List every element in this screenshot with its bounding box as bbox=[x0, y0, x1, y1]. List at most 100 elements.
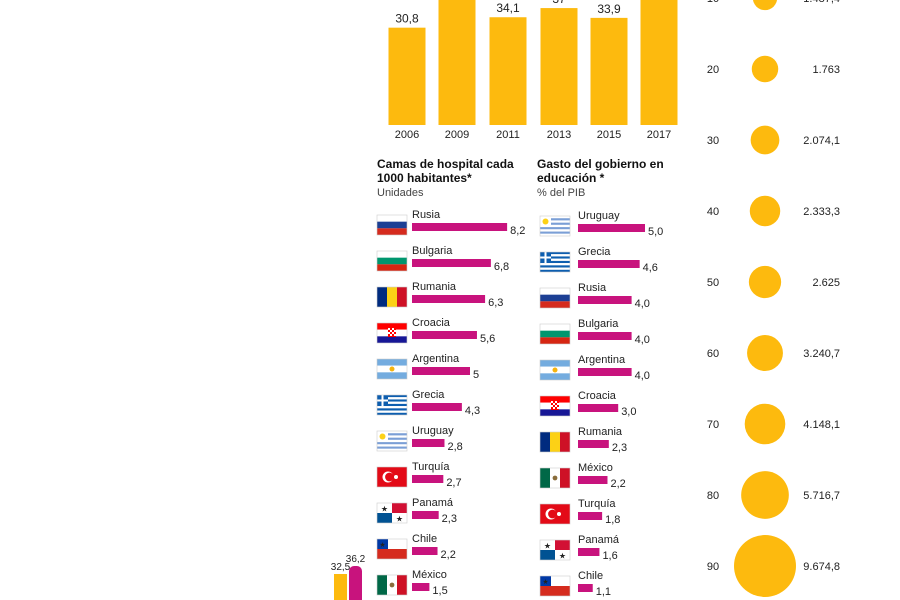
beds-value-label: 1,5 bbox=[432, 585, 447, 597]
edu-value-label: 5,0 bbox=[648, 226, 663, 238]
top-bar-2009 bbox=[438, 0, 476, 125]
top-bar-2017 bbox=[640, 0, 678, 125]
panama-star-icon: ★ bbox=[559, 552, 566, 561]
beds-country-label: Grecia bbox=[412, 389, 445, 401]
beds-bar-argentina bbox=[412, 367, 470, 375]
edu-title-line-2: educación * bbox=[537, 171, 605, 185]
top-bar-value-label: 33,9 bbox=[597, 2, 621, 16]
mini-bar-value-label: 32,5 bbox=[331, 562, 351, 573]
panama-star-icon: ★ bbox=[381, 505, 388, 514]
education-spending-chart: Gasto del gobierno en educación * % del … bbox=[537, 157, 664, 598]
bulgaria-flag-icon bbox=[376, 250, 408, 272]
bubble bbox=[749, 195, 781, 227]
edu-country-label: México bbox=[578, 462, 613, 474]
edu-country-label: Croacia bbox=[578, 390, 617, 402]
bubble-category-label: 90 bbox=[707, 561, 719, 573]
edu-bar-greece bbox=[578, 260, 640, 268]
edu-value-label: 2,2 bbox=[610, 478, 625, 490]
bubble-category-label: 40 bbox=[707, 206, 719, 218]
beds-title-line-1: Camas de hospital cada bbox=[377, 157, 514, 171]
edu-bar-mexico bbox=[578, 476, 608, 484]
beds-bar-turkey bbox=[412, 475, 444, 483]
beds-country-label: Argentina bbox=[412, 353, 460, 365]
beds-value-label: 5,6 bbox=[480, 333, 495, 345]
beds-bar-romania bbox=[412, 295, 486, 303]
top-bar-2006 bbox=[388, 27, 426, 126]
top-bar-value-label: 37 bbox=[552, 0, 566, 6]
beds-value-label: 2,2 bbox=[441, 549, 456, 561]
edu-country-label: Bulgaria bbox=[578, 318, 619, 330]
top-year-tick-label: 2011 bbox=[496, 129, 520, 141]
beds-country-label: Rusia bbox=[412, 209, 441, 221]
edu-bar-russia bbox=[578, 296, 632, 304]
bubble-category-label: 60 bbox=[707, 348, 719, 360]
edu-bar-bulgaria bbox=[578, 332, 632, 340]
beds-bar-croatia bbox=[412, 331, 477, 339]
croatia-flag-icon bbox=[376, 322, 408, 344]
argentina-flag-icon bbox=[376, 358, 408, 380]
beds-country-label: Turquía bbox=[412, 461, 450, 473]
mini-bar-chart: 32,536,2 bbox=[331, 554, 366, 600]
bubble-category-label: 70 bbox=[707, 419, 719, 431]
bubble-value-label: 2.333,3 bbox=[803, 206, 840, 218]
top-year-tick-label: 2009 bbox=[445, 129, 469, 141]
top-year-tick-label: 2006 bbox=[395, 129, 419, 141]
beds-country-label: Rumania bbox=[412, 281, 457, 293]
edu-bar-argentina bbox=[578, 368, 632, 376]
edu-value-label: 4,0 bbox=[635, 334, 650, 346]
edu-country-label: Rumania bbox=[578, 426, 623, 438]
edu-bar-uruguay bbox=[578, 224, 645, 232]
top-bar-2013 bbox=[540, 8, 578, 125]
mini-bar-0 bbox=[334, 574, 347, 600]
mexico-flag-icon bbox=[376, 574, 408, 596]
bubble bbox=[744, 403, 786, 445]
bubble-chart: 10 1.487,4 20 1.763 30 2.074,1 40 2.333,3 50 2.62… bbox=[707, 0, 840, 597]
bubble bbox=[753, 0, 777, 11]
chile-flag-icon: ★ bbox=[376, 538, 408, 560]
beds-country-label: Croacia bbox=[412, 317, 451, 329]
mexico-flag-icon bbox=[539, 467, 571, 489]
beds-bar-uruguay bbox=[412, 439, 445, 447]
russia-flag-icon bbox=[376, 214, 408, 236]
bubble-category-label: 30 bbox=[707, 135, 719, 147]
bubble-value-label: 1.763 bbox=[812, 64, 840, 76]
beds-subtitle: Unidades bbox=[377, 187, 424, 199]
romania-flag-icon bbox=[539, 431, 571, 453]
romania-flag-icon bbox=[376, 286, 408, 308]
panama-flag-icon: ★★ bbox=[376, 502, 408, 524]
mini-bar-1 bbox=[349, 566, 362, 600]
uruguay-flag-icon bbox=[376, 430, 408, 452]
beds-value-label: 4,3 bbox=[465, 405, 480, 417]
edu-country-label: Panamá bbox=[578, 534, 620, 546]
beds-bar-bulgaria bbox=[412, 259, 491, 267]
edu-value-label: 1,6 bbox=[602, 550, 617, 562]
panama-star-icon: ★ bbox=[396, 515, 403, 524]
bubble-value-label: 4.148,1 bbox=[803, 419, 840, 431]
beds-bar-panama bbox=[412, 511, 439, 519]
bubble-value-label: 2.074,1 bbox=[803, 135, 840, 147]
edu-value-label: 2,3 bbox=[612, 442, 627, 454]
beds-bar-russia bbox=[412, 223, 508, 231]
beds-value-label: 2,7 bbox=[446, 477, 461, 489]
panama-flag-icon: ★★ bbox=[539, 539, 571, 561]
top-bar-value-label: 30,8 bbox=[395, 12, 419, 26]
top-bar-2015 bbox=[590, 17, 628, 125]
edu-value-label: 1,8 bbox=[605, 514, 620, 526]
edu-subtitle: % del PIB bbox=[537, 187, 585, 199]
bubble-category-label: 50 bbox=[707, 277, 719, 289]
bubble bbox=[751, 55, 779, 83]
beds-bar-chile bbox=[412, 547, 438, 555]
bubble bbox=[741, 471, 789, 519]
bubble bbox=[747, 335, 783, 371]
top-bar-2011 bbox=[489, 17, 527, 125]
beds-bar-mexico bbox=[412, 583, 430, 591]
top-year-tick-label: 2015 bbox=[597, 129, 621, 141]
edu-country-label: Grecia bbox=[578, 246, 611, 258]
beds-value-label: 5 bbox=[473, 369, 479, 381]
panama-star-icon: ★ bbox=[544, 542, 551, 551]
edu-bar-romania bbox=[578, 440, 609, 448]
bubble-category-label: 80 bbox=[707, 490, 719, 502]
chile-star-icon: ★ bbox=[542, 578, 548, 586]
bubble-category-label: 10 bbox=[707, 0, 719, 5]
edu-country-label: Uruguay bbox=[578, 210, 620, 222]
